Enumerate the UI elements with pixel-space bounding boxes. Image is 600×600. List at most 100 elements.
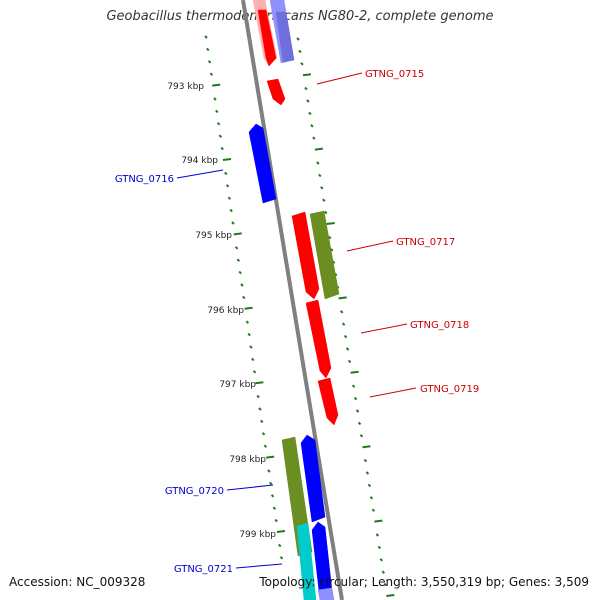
scale-tick [252, 370, 257, 374]
scale-label-798: 798 kbp [229, 455, 266, 465]
scale-tick [341, 322, 346, 326]
scale-labels: 793 kbp 794 kbp 795 kbp 796 kbp 797 kbp 798 k… [167, 82, 276, 540]
gene-labels: GTNG_0715 GTNG_0716 GTNG_0717 GTNG_0718 GTNG… [115, 69, 479, 575]
scale-tick [267, 469, 271, 473]
scale-tick [363, 458, 368, 463]
scale-tick [381, 570, 386, 574]
scale-tick [247, 332, 251, 337]
gtng-0717-leader-line [346, 240, 394, 252]
scale-tick [204, 35, 208, 39]
scale-label-799: 799 kbp [239, 530, 276, 540]
gtng-0718-label[interactable]: GTNG_0718 [410, 320, 469, 331]
scale-tick [375, 533, 380, 537]
gtng-0716-label[interactable]: GTNG_0716 [115, 174, 174, 185]
gtng-0719-label[interactable]: GTNG_0719 [420, 384, 479, 395]
scale-tick [304, 86, 308, 91]
scale-tick [229, 208, 233, 213]
scale-tick [298, 49, 302, 54]
scale-label-794: 794 kbp [181, 156, 218, 166]
scale-tick [339, 310, 344, 314]
scale-tick [369, 496, 374, 500]
scale-tick [266, 455, 275, 459]
scale-tick [302, 73, 312, 77]
scale-tick [316, 161, 320, 165]
gtng-0720-leader-line [226, 484, 274, 491]
gene-track [248, 0, 340, 600]
scale-tick [328, 235, 332, 240]
scale-tick [274, 518, 278, 523]
scale-tick [249, 345, 253, 349]
gene-arrow-top-blue-core[interactable] [275, 11, 295, 63]
scale-tick [350, 370, 359, 374]
gtng-0717-label[interactable]: GTNG_0717 [396, 237, 455, 248]
scale-label-793: 793 kbp [167, 82, 204, 92]
scale-tick [225, 184, 230, 188]
scale-tick [256, 394, 260, 399]
scale-tick [362, 445, 371, 449]
scale-tick [213, 97, 217, 101]
scale-tick [326, 222, 335, 225]
scale-tick [222, 158, 232, 161]
gene-arrow-gtng-0715[interactable] [266, 78, 286, 106]
scale-tick [379, 558, 384, 562]
gene-arrow-gtng-0719[interactable] [317, 377, 339, 426]
scale-tick [216, 122, 221, 126]
scale-tick [383, 582, 388, 587]
scale-tick [227, 196, 232, 200]
scale-tick [312, 136, 316, 140]
gtng-0720-label[interactable]: GTNG_0720 [165, 486, 224, 497]
scale-tick [279, 556, 284, 560]
scale-tick [224, 171, 228, 176]
scale-tick [367, 483, 372, 488]
scale-tick [322, 198, 326, 202]
scale-tick [255, 381, 264, 385]
scale-tick [215, 109, 219, 114]
gene-arrow-cyan[interactable] [296, 522, 317, 600]
scale-tick [338, 296, 347, 300]
scale-tick [276, 530, 286, 533]
scale-tick [238, 270, 242, 275]
genome-backbone [241, 0, 344, 600]
gene-arrow-gtng-0717[interactable] [291, 211, 320, 300]
scale-tick [209, 72, 214, 76]
scale-tick [371, 508, 376, 512]
scale-tick [234, 246, 239, 250]
gtng-0715-leader-line [316, 72, 363, 85]
scale-tick [251, 357, 255, 362]
scale-tick [351, 384, 356, 388]
scale-tick [347, 359, 352, 364]
gene-arrow-gtng-0720[interactable] [300, 434, 326, 523]
scale-ticks-inner [204, 35, 286, 560]
scale-tick [296, 37, 300, 41]
scale-tick [324, 210, 328, 215]
gene-arrow-gtng-0716[interactable] [248, 123, 277, 204]
scale-tick [374, 519, 383, 523]
scale-tick [261, 432, 266, 436]
gene-arrow-bottom-lightblue[interactable] [317, 587, 335, 600]
scale-tick [308, 111, 312, 116]
scale-tick [353, 396, 358, 401]
scale-tick [386, 594, 395, 597]
scale-tick [314, 147, 323, 151]
gene-arrow-gtng-0721[interactable] [311, 521, 334, 600]
scale-tick [357, 421, 362, 426]
genome-summary: Topology: circular; Length: 3,550,319 bp… [259, 575, 589, 589]
scale-tick [365, 471, 370, 475]
scale-tick [355, 409, 360, 413]
scale-tick [345, 347, 350, 351]
scale-tick [318, 173, 322, 178]
scale-tick [207, 60, 212, 64]
gene-arrow-gtng-0718[interactable] [305, 299, 332, 379]
scale-tick [231, 221, 235, 225]
gene-arrow-gtng-0717-olive[interactable] [309, 210, 340, 300]
scale-label-796: 796 kbp [207, 306, 244, 316]
gene-arrow-top-red-core[interactable] [257, 9, 277, 67]
gtng-0721-label[interactable]: GTNG_0721 [174, 564, 233, 575]
scale-tick [310, 124, 314, 128]
scale-tick [272, 506, 277, 510]
scale-tick [377, 545, 382, 550]
gtng-0715-label[interactable]: GTNG_0715 [365, 69, 424, 80]
scale-tick [240, 283, 244, 287]
scale-tick [359, 434, 364, 438]
scale-tick [320, 186, 324, 190]
